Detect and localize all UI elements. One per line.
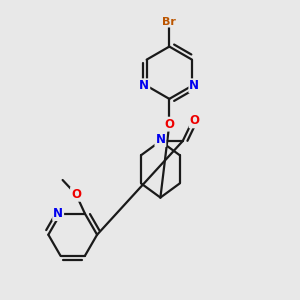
Text: Br: Br [162, 16, 176, 27]
Text: N: N [53, 207, 63, 220]
Text: O: O [190, 114, 200, 128]
Text: N: N [155, 133, 165, 146]
Text: N: N [139, 79, 149, 92]
Text: O: O [71, 188, 81, 201]
Text: N: N [189, 79, 199, 92]
Text: O: O [164, 118, 174, 130]
